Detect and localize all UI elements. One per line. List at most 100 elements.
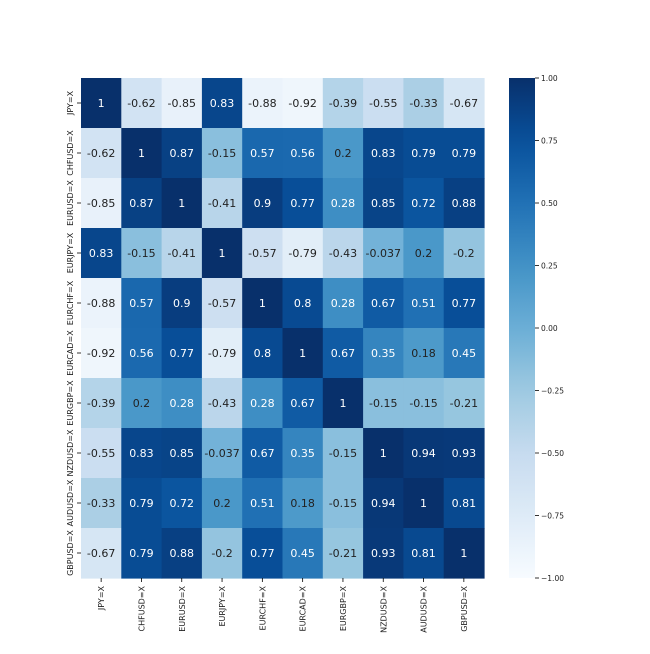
cell-value-label: 0.83 <box>371 147 396 160</box>
cell-value-label: -0.41 <box>208 197 236 210</box>
cell-value-label: 0.83 <box>129 447 154 460</box>
y-axis: JPY=X CHFUSD=X EURUSD=X EURJPY=X EURCHF=X EUR… <box>66 90 81 576</box>
cell-value-label: -0.39 <box>329 97 357 110</box>
cell-value-label: 0.77 <box>250 547 275 560</box>
cell-value-label: 1 <box>339 397 346 410</box>
heatmap-cell <box>242 428 284 479</box>
heatmap-cell <box>121 528 163 579</box>
y-tick-label: GBPUSD=X <box>66 530 75 576</box>
cell-value-label: -0.15 <box>329 447 357 460</box>
heatmap-cell <box>161 478 203 529</box>
heatmap-cell <box>81 78 122 129</box>
heatmap-cell <box>443 478 485 529</box>
x-tick-label: EURJPY=X <box>218 585 227 626</box>
heatmap-cell <box>403 428 445 479</box>
heatmap-cell <box>363 478 404 529</box>
cell-value-label: 1 <box>178 197 185 210</box>
heatmap-cell <box>403 128 445 179</box>
cell-value-label: 0.28 <box>250 397 275 410</box>
cell-value-label: 0.57 <box>129 297 154 310</box>
cell-value-label: -0.43 <box>208 397 236 410</box>
heatmap-cell <box>443 278 485 329</box>
cell-value-label: 1 <box>460 547 467 560</box>
heatmap-cell <box>403 278 445 329</box>
heatmap-cell <box>121 78 163 129</box>
colorbar-tick-label: 0.75 <box>541 137 558 146</box>
heatmap-cell <box>322 178 364 229</box>
heatmap-cell <box>242 478 284 529</box>
heatmap-cell <box>81 328 122 379</box>
heatmap-cell <box>363 378 404 429</box>
x-tick-label: EURGBP=X <box>339 585 348 631</box>
x-tick-label: AUDUSD=X <box>420 585 429 632</box>
heatmap-cell <box>81 528 122 579</box>
cell-value-label: -0.55 <box>369 97 397 110</box>
y-tick-label: EURGBP=X <box>66 380 75 426</box>
heatmap-cell <box>443 178 485 229</box>
cell-value-label: 0.72 <box>411 197 436 210</box>
heatmap-cell <box>363 228 404 279</box>
cell-value-label: -0.92 <box>288 97 316 110</box>
heatmap-cell <box>443 528 485 579</box>
cell-value-label: -0.57 <box>208 297 236 310</box>
heatmap-cell <box>403 328 445 379</box>
heatmap-cell <box>242 78 284 129</box>
cell-value-label: -0.92 <box>87 347 115 360</box>
cell-value-label: 0.83 <box>89 247 114 260</box>
heatmap-cell <box>201 128 243 179</box>
colorbar-tick-label: 0.00 <box>541 324 558 333</box>
heatmap-cell <box>121 328 163 379</box>
heatmap-cell <box>322 278 364 329</box>
heatmap-cell <box>322 128 364 179</box>
cell-value-label: 0.94 <box>371 497 396 510</box>
cell-value-label: -0.037 <box>204 447 239 460</box>
heatmap-cell <box>121 428 163 479</box>
heatmap-cell <box>363 528 404 579</box>
cell-value-label: 0.51 <box>411 297 436 310</box>
cell-value-label: 0.56 <box>129 347 154 360</box>
cell-value-label: 0.79 <box>129 497 154 510</box>
cell-value-label: 0.85 <box>170 447 195 460</box>
cell-value-label: 0.35 <box>290 447 315 460</box>
heatmap-cell <box>201 228 243 279</box>
heatmap-cell <box>201 178 243 229</box>
heatmap-cell <box>363 428 404 479</box>
cell-value-label: 0.87 <box>170 147 195 160</box>
colorbar-tick-label: −1.00 <box>541 574 564 583</box>
y-tick-label: CHFUSD=X <box>66 130 75 176</box>
heatmap-cell <box>363 178 404 229</box>
heatmap-cell <box>322 228 364 279</box>
heatmap-cell <box>282 478 324 529</box>
heatmap-cell <box>161 378 203 429</box>
cell-value-label: 0.83 <box>210 97 235 110</box>
y-tick-label: EURCAD=X <box>66 330 75 376</box>
cell-value-label: 0.28 <box>331 197 356 210</box>
cell-value-label: -0.41 <box>168 247 196 260</box>
cell-value-label: 0.72 <box>170 497 195 510</box>
heatmap-cell <box>322 528 364 579</box>
cell-value-label: 0.77 <box>452 297 477 310</box>
x-tick-label: JPY=X <box>97 585 106 611</box>
cell-value-label: 0.2 <box>334 147 352 160</box>
cell-value-label: -0.33 <box>87 497 115 510</box>
heatmap-cell <box>161 228 203 279</box>
cell-value-label: 0.94 <box>411 447 436 460</box>
y-tick-label: NZDUSD=X <box>66 429 75 476</box>
heatmap-cell <box>403 78 445 129</box>
cell-value-label: 0.56 <box>290 147 315 160</box>
heatmap-cell <box>242 378 284 429</box>
cell-value-label: -0.21 <box>329 547 357 560</box>
heatmap-cell <box>443 228 485 279</box>
cell-value-label: 0.2 <box>133 397 151 410</box>
y-tick-label: JPY=X <box>66 90 75 116</box>
cell-value-label: -0.21 <box>450 397 478 410</box>
colorbar-tick-label: 0.50 <box>541 199 558 208</box>
heatmap-cell <box>161 128 203 179</box>
heatmap-cell <box>242 178 284 229</box>
cell-value-label: -0.037 <box>366 247 401 260</box>
heatmap-cell <box>242 328 284 379</box>
heatmap-cell <box>322 428 364 479</box>
cell-value-label: 0.67 <box>290 397 315 410</box>
cell-value-label: -0.15 <box>127 247 155 260</box>
